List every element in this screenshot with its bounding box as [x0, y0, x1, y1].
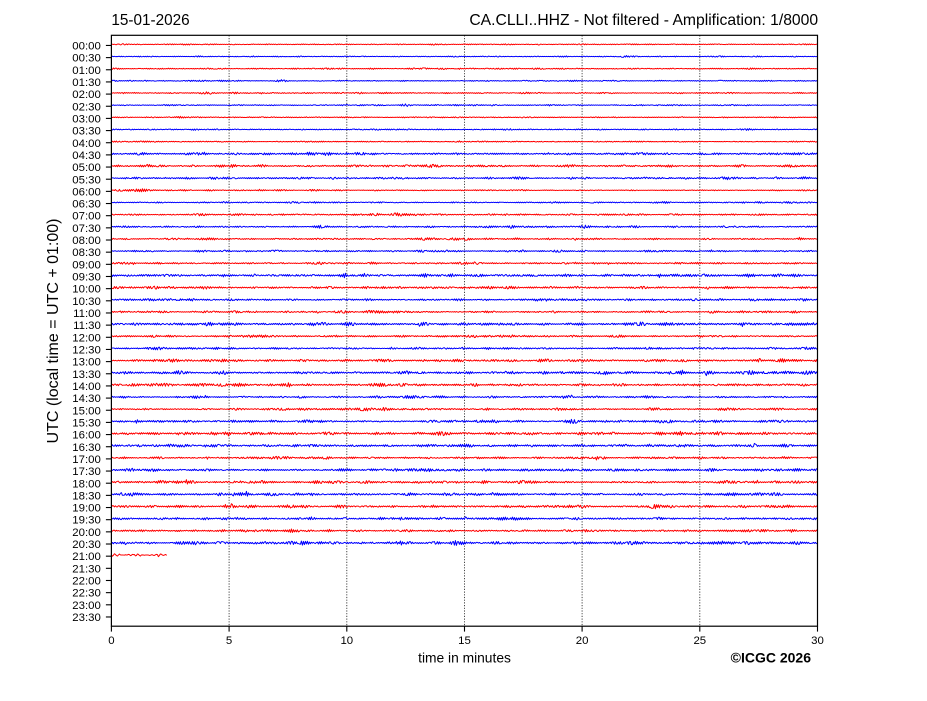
svg-text:23:30: 23:30 — [72, 612, 101, 624]
svg-text:07:00: 07:00 — [72, 211, 101, 223]
svg-text:5: 5 — [226, 635, 232, 647]
svg-text:14:30: 14:30 — [72, 393, 101, 405]
svg-text:©ICGC 2026: ©ICGC 2026 — [731, 650, 812, 666]
svg-text:13:00: 13:00 — [72, 357, 101, 369]
svg-text:13:30: 13:30 — [72, 369, 101, 381]
svg-text:10:30: 10:30 — [72, 296, 101, 308]
svg-text:12:30: 12:30 — [72, 345, 101, 357]
svg-text:17:30: 17:30 — [72, 466, 101, 478]
svg-text:18:30: 18:30 — [72, 490, 101, 502]
svg-text:09:00: 09:00 — [72, 259, 101, 271]
svg-text:08:30: 08:30 — [72, 247, 101, 259]
svg-text:15:00: 15:00 — [72, 405, 101, 417]
svg-text:09:30: 09:30 — [72, 272, 101, 284]
svg-text:20:30: 20:30 — [72, 539, 101, 551]
svg-text:25: 25 — [693, 635, 706, 647]
svg-text:03:00: 03:00 — [72, 113, 101, 125]
svg-text:22:30: 22:30 — [72, 588, 101, 600]
svg-text:08:00: 08:00 — [72, 235, 101, 247]
svg-text:05:00: 05:00 — [72, 162, 101, 174]
svg-text:16:00: 16:00 — [72, 430, 101, 442]
svg-text:07:30: 07:30 — [72, 223, 101, 235]
svg-text:04:00: 04:00 — [72, 138, 101, 150]
svg-text:19:30: 19:30 — [72, 515, 101, 527]
svg-text:18:00: 18:00 — [72, 478, 101, 490]
svg-text:00:30: 00:30 — [72, 53, 101, 65]
svg-text:15:30: 15:30 — [72, 417, 101, 429]
svg-text:0: 0 — [108, 635, 114, 647]
svg-text:17:00: 17:00 — [72, 454, 101, 466]
svg-text:03:30: 03:30 — [72, 126, 101, 138]
svg-text:11:00: 11:00 — [73, 308, 101, 320]
svg-text:02:30: 02:30 — [72, 101, 101, 113]
svg-text:20:00: 20:00 — [72, 527, 101, 539]
svg-text:time in minutes: time in minutes — [418, 650, 511, 665]
svg-text:22:00: 22:00 — [72, 576, 101, 588]
svg-text:10:00: 10:00 — [72, 284, 101, 296]
svg-text:15: 15 — [458, 635, 471, 647]
svg-text:CA.CLLI..HHZ - Not filtered -: CA.CLLI..HHZ - Not filtered - Amplificat… — [469, 12, 818, 29]
svg-text:05:30: 05:30 — [72, 174, 101, 186]
svg-text:19:00: 19:00 — [72, 503, 101, 515]
svg-text:01:00: 01:00 — [72, 65, 101, 77]
svg-text:23:00: 23:00 — [72, 600, 101, 612]
svg-text:21:30: 21:30 — [72, 563, 101, 575]
svg-text:21:00: 21:00 — [72, 551, 101, 563]
svg-text:UTC (local time = UTC + 01:00): UTC (local time = UTC + 01:00) — [45, 219, 62, 444]
svg-text:06:30: 06:30 — [72, 199, 101, 211]
svg-text:16:30: 16:30 — [72, 442, 101, 454]
svg-text:14:00: 14:00 — [72, 381, 101, 393]
svg-text:06:00: 06:00 — [72, 186, 101, 198]
svg-text:00:00: 00:00 — [72, 41, 101, 53]
svg-text:02:00: 02:00 — [72, 89, 101, 101]
svg-text:20: 20 — [576, 635, 589, 647]
svg-text:10: 10 — [340, 635, 353, 647]
svg-text:11:30: 11:30 — [73, 320, 101, 332]
svg-text:12:00: 12:00 — [72, 332, 101, 344]
svg-text:15-01-2026: 15-01-2026 — [111, 12, 189, 29]
svg-text:30: 30 — [811, 635, 824, 647]
svg-text:01:30: 01:30 — [72, 77, 101, 89]
svg-text:04:30: 04:30 — [72, 150, 101, 162]
